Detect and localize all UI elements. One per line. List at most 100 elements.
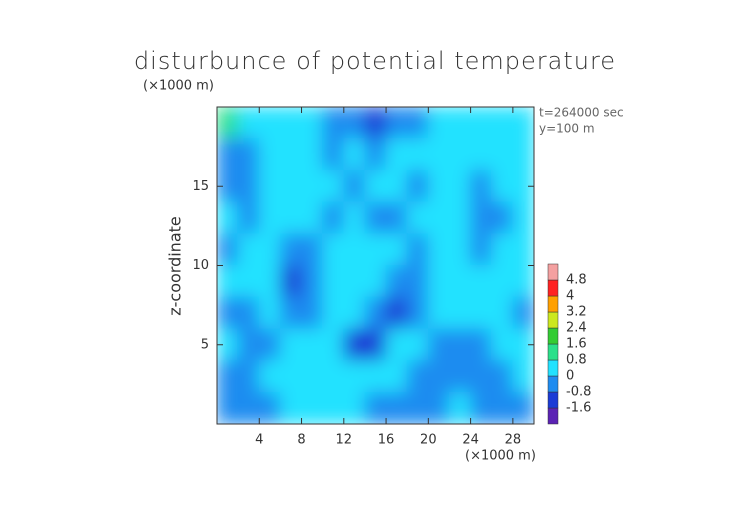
field-cell (427, 296, 450, 330)
field-cell (364, 107, 387, 140)
field-cell (322, 391, 345, 424)
field-cell (512, 201, 534, 235)
field-cell (406, 328, 429, 362)
field-cell (343, 107, 366, 140)
field-cell (258, 169, 281, 203)
field-cell (279, 201, 303, 235)
field-cell (322, 233, 345, 266)
field-cell (491, 360, 514, 393)
field-cell (258, 360, 281, 393)
colorbar-box (547, 391, 559, 409)
field-cell (470, 201, 493, 235)
field-cells (217, 107, 534, 424)
field-cell (470, 296, 493, 330)
field-cell (364, 169, 387, 203)
field-cell (427, 201, 450, 235)
x-tick-label: 16 (378, 433, 395, 448)
colorbar-box (547, 375, 559, 393)
field-cell (322, 107, 345, 140)
field-cell (279, 169, 303, 203)
field-cell (279, 265, 303, 298)
colorbar-box (547, 311, 559, 329)
x-tick-label: 20 (420, 433, 437, 448)
field-cell (470, 233, 493, 266)
field-cell (427, 391, 450, 424)
field-cell (448, 360, 472, 393)
field-cell (512, 233, 534, 266)
field-cell (301, 360, 324, 393)
field-cell (385, 107, 408, 140)
field-cell (512, 391, 534, 424)
x-tick-label: 4 (255, 433, 263, 448)
field-cell (491, 296, 514, 330)
field-cell (279, 328, 303, 362)
chart-title: disturbunce of potential temperature (134, 47, 616, 75)
field-cell (491, 107, 514, 140)
field-cell (343, 201, 366, 235)
field-cell (385, 169, 408, 203)
annotation: t=264000 sec (539, 106, 624, 120)
field-cell (427, 233, 450, 266)
colorbar-box (547, 263, 559, 281)
field-cell (217, 296, 239, 330)
field-cell (343, 265, 366, 298)
field-cell (364, 233, 387, 266)
field-cell (385, 138, 408, 171)
field-cell (322, 201, 345, 235)
field-cell (406, 360, 429, 393)
field-cell (364, 138, 387, 171)
annotation: y=100 m (539, 122, 595, 136)
field-cell (322, 169, 345, 203)
field-cell (406, 169, 429, 203)
field-cell (385, 233, 408, 266)
y-tick-label: 10 (192, 258, 209, 273)
x-tick-label: 8 (297, 433, 305, 448)
field-cell (279, 360, 303, 393)
field-cell (448, 391, 472, 424)
field-cell (279, 391, 303, 424)
field-cell (512, 169, 534, 203)
field-cell (237, 391, 260, 424)
field-cell (237, 169, 260, 203)
field-cell (470, 360, 493, 393)
y-unit: (×1000 m) (143, 79, 214, 94)
colorbar-label: 0 (566, 369, 574, 384)
y-tick-label: 5 (201, 337, 209, 352)
field-cell (343, 360, 366, 393)
field-cell (279, 233, 303, 266)
colorbar-label: 2.4 (566, 321, 587, 336)
field-cell (343, 233, 366, 266)
field (217, 107, 534, 424)
field-cell (406, 391, 429, 424)
field-cell (301, 169, 324, 203)
field-cell (470, 391, 493, 424)
field-cell (364, 201, 387, 235)
field-cell (217, 265, 239, 298)
field-cell (364, 296, 387, 330)
field-cell (448, 296, 472, 330)
field-cell (258, 296, 281, 330)
field-cell (470, 265, 493, 298)
field-cell (385, 360, 408, 393)
field-cell (512, 107, 534, 140)
field-cell (364, 328, 387, 362)
field-cell (217, 391, 239, 424)
field-cell (217, 360, 239, 393)
field-cell (427, 328, 450, 362)
field-cell (406, 138, 429, 171)
field-cell (512, 296, 534, 330)
field-cell (364, 391, 387, 424)
field-cell (491, 233, 514, 266)
field-cell (301, 138, 324, 171)
field-cell (491, 391, 514, 424)
colorbar-label: 0.8 (566, 353, 587, 368)
field-cell (322, 265, 345, 298)
field-cell (448, 107, 472, 140)
field-cell (237, 138, 260, 171)
field-cell (343, 169, 366, 203)
field-cell (448, 265, 472, 298)
colorbar-label: -0.8 (566, 385, 591, 400)
colorbar-label: 1.6 (566, 337, 587, 352)
field-cell (258, 107, 281, 140)
